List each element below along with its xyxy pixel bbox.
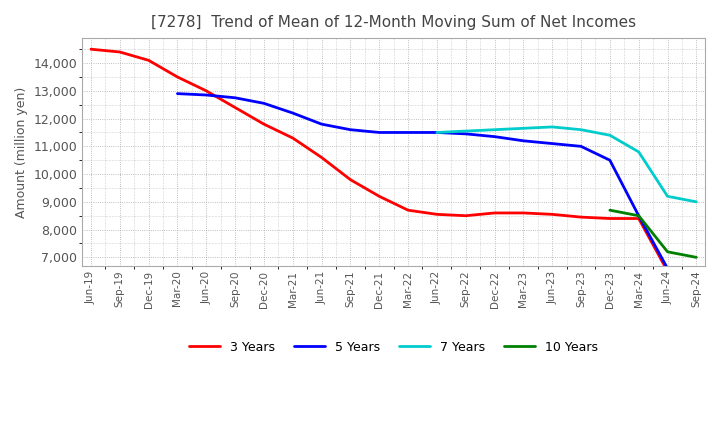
3 Years [289, 136, 297, 141]
Y-axis label: Amount (million yen): Amount (million yen) [15, 86, 28, 217]
5 Years [519, 138, 528, 143]
5 Years [231, 95, 240, 100]
3 Years [634, 216, 643, 221]
3 Years [202, 88, 210, 93]
3 Years [519, 210, 528, 216]
5 Years [462, 131, 470, 136]
5 Years [433, 130, 441, 135]
5 Years [202, 92, 210, 98]
5 Years [548, 141, 557, 146]
3 Years [231, 105, 240, 110]
3 Years [375, 194, 384, 199]
3 Years [490, 210, 499, 216]
Line: 10 Years: 10 Years [610, 210, 696, 257]
7 Years [634, 149, 643, 154]
7 Years [490, 127, 499, 132]
7 Years [462, 128, 470, 134]
Title: [7278]  Trend of Mean of 12-Month Moving Sum of Net Incomes: [7278] Trend of Mean of 12-Month Moving … [151, 15, 636, 30]
5 Years [404, 130, 413, 135]
3 Years [346, 177, 355, 182]
3 Years [86, 47, 95, 52]
Legend: 3 Years, 5 Years, 7 Years, 10 Years: 3 Years, 5 Years, 7 Years, 10 Years [184, 336, 603, 359]
Line: 7 Years: 7 Years [437, 127, 696, 202]
7 Years [663, 194, 672, 199]
5 Years [318, 121, 326, 127]
10 Years [606, 208, 614, 213]
10 Years [663, 249, 672, 254]
5 Years [634, 213, 643, 218]
10 Years [634, 213, 643, 218]
3 Years [318, 155, 326, 160]
5 Years [260, 101, 269, 106]
3 Years [606, 216, 614, 221]
10 Years [692, 255, 701, 260]
5 Years [663, 266, 672, 271]
3 Years [260, 121, 269, 127]
7 Years [519, 126, 528, 131]
7 Years [692, 199, 701, 205]
Line: 3 Years: 3 Years [91, 49, 696, 277]
7 Years [606, 132, 614, 138]
3 Years [663, 268, 672, 274]
5 Years [173, 91, 181, 96]
3 Years [433, 212, 441, 217]
3 Years [173, 74, 181, 80]
7 Years [577, 127, 585, 132]
7 Years [548, 124, 557, 129]
5 Years [692, 266, 701, 271]
3 Years [548, 212, 557, 217]
5 Years [289, 110, 297, 116]
3 Years [404, 208, 413, 213]
5 Years [490, 134, 499, 139]
3 Years [577, 214, 585, 220]
5 Years [375, 130, 384, 135]
5 Years [606, 158, 614, 163]
5 Years [577, 144, 585, 149]
3 Years [115, 49, 124, 55]
3 Years [462, 213, 470, 218]
3 Years [144, 58, 153, 63]
5 Years [346, 127, 355, 132]
3 Years [692, 274, 701, 279]
7 Years [433, 130, 441, 135]
Line: 5 Years: 5 Years [177, 94, 696, 268]
